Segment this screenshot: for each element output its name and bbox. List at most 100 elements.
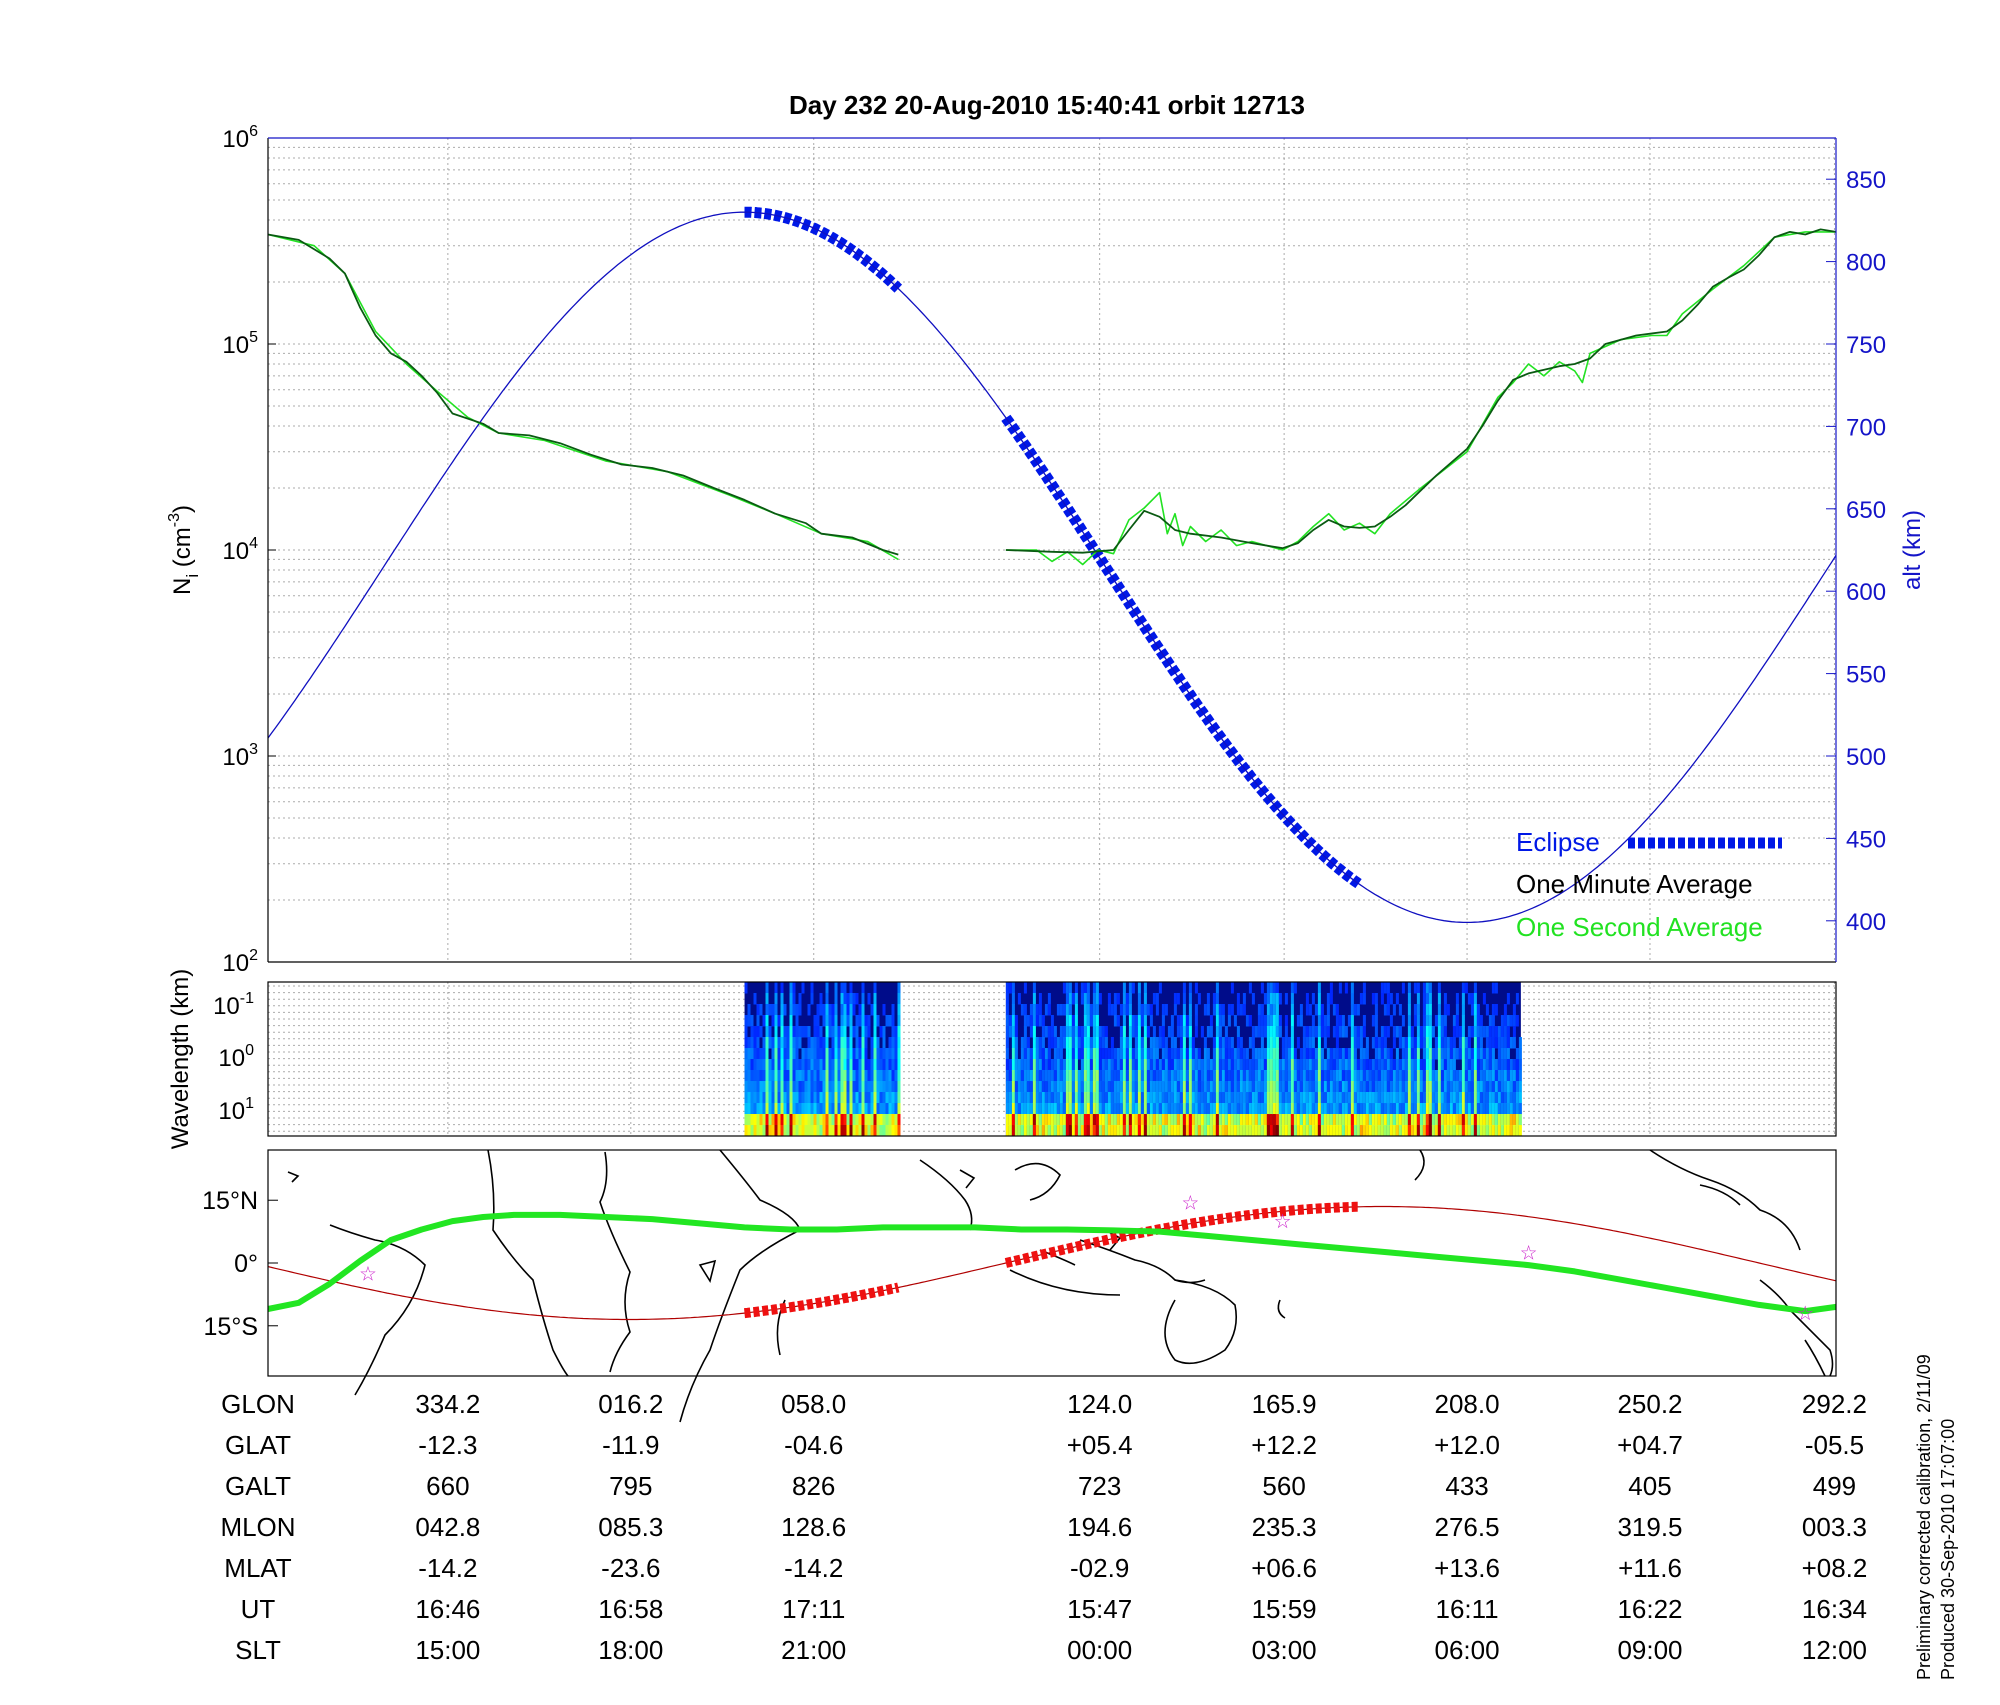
spectrogram-cell <box>1500 1114 1504 1126</box>
spectrogram-cell <box>1188 1059 1192 1071</box>
spectrogram-cell <box>873 1004 877 1016</box>
spectrogram-cell <box>795 1081 799 1093</box>
spectrogram-cell <box>1386 1070 1390 1082</box>
spectrogram-cell <box>1503 1037 1507 1049</box>
spectrogram-cell <box>885 1114 889 1126</box>
spectrogram-cell <box>852 1081 856 1093</box>
spectrogram-cell <box>1242 1114 1246 1126</box>
spectrogram-cell <box>1287 1103 1291 1115</box>
spectrogram-cell <box>864 1114 868 1126</box>
spectrogram-cell <box>1227 1092 1231 1104</box>
spectrogram-cell <box>1218 1114 1222 1126</box>
spectrogram-cell <box>1320 1070 1324 1082</box>
spectrogram-cell <box>849 1026 853 1038</box>
spectrogram-cell <box>822 1081 826 1093</box>
spectrogram-cell <box>1275 1037 1279 1049</box>
altitude-ytick-label: 650 <box>1846 497 1886 524</box>
spectrogram-cell <box>1494 1070 1498 1082</box>
spectrogram-cell <box>1266 1026 1270 1038</box>
spectrogram-cell <box>1299 1092 1303 1104</box>
spectrogram-ytick-label-base: 10 <box>218 1045 245 1072</box>
spectrogram-cell <box>834 1125 838 1137</box>
spectrogram-cell <box>1290 1081 1294 1093</box>
spectrogram-cell <box>1485 1048 1489 1060</box>
spectrogram-cell <box>1452 1048 1456 1060</box>
spectrogram-cell <box>1311 1081 1315 1093</box>
spectrogram-cell <box>1083 1103 1087 1115</box>
spectrogram-cell <box>1389 1114 1393 1126</box>
spectrogram-cell <box>882 1059 886 1071</box>
spectrogram-cell <box>1494 1059 1498 1071</box>
spectrogram-cell <box>1392 1070 1396 1082</box>
spectrogram-cell <box>834 1004 838 1016</box>
spectrogram-cell <box>1422 1004 1426 1016</box>
spectrogram-cell <box>1143 1114 1147 1126</box>
spectrogram-cell <box>1392 1037 1396 1049</box>
spectrogram-cell <box>1134 1125 1138 1137</box>
spectrogram-cell <box>1284 1125 1288 1137</box>
spectrogram-cell <box>1131 1026 1135 1038</box>
spectrogram-cell <box>1260 1015 1264 1027</box>
spectrogram-cell <box>813 1070 817 1082</box>
spectrogram-cell <box>1434 1081 1438 1093</box>
spectrogram-cell <box>1356 1070 1360 1082</box>
spectrogram-cell <box>1470 993 1474 1005</box>
spectrogram-cell <box>1422 1048 1426 1060</box>
spectrogram-cell <box>1452 1026 1456 1038</box>
spectrogram-cell <box>756 1037 760 1049</box>
spectrogram-cell <box>1350 1015 1354 1027</box>
spectrogram-cell <box>897 1103 901 1115</box>
spectrogram-cell <box>1044 1114 1048 1126</box>
spectrogram-cell <box>867 993 871 1005</box>
spectrogram-cell <box>861 1026 865 1038</box>
spectrogram-cell <box>840 1004 844 1016</box>
spectrogram-cell <box>1263 1026 1267 1038</box>
spectrogram-cell <box>759 1103 763 1115</box>
spectrogram-cell <box>1341 1070 1345 1082</box>
spectrogram-cell <box>870 1048 874 1060</box>
spectrogram-cell <box>1230 982 1234 994</box>
spectrogram-cell <box>1416 1026 1420 1038</box>
spectrogram-cell <box>1275 982 1279 994</box>
spectrogram-cell <box>819 1125 823 1137</box>
spectrogram-cell <box>1359 1037 1363 1049</box>
spectrogram-cell <box>1083 1004 1087 1016</box>
spectrogram-cell <box>783 1092 787 1104</box>
spectrogram-cell <box>747 1048 751 1060</box>
spectrogram-cell <box>1029 1081 1033 1093</box>
spectrogram-cell <box>852 1103 856 1115</box>
spectrogram-cell <box>762 1125 766 1137</box>
spectrogram-cell <box>801 982 805 994</box>
spectrogram-cell <box>1359 1070 1363 1082</box>
spectrogram-cell <box>1344 982 1348 994</box>
spectrogram-cell <box>879 1125 883 1137</box>
spectrogram-cell <box>1488 1026 1492 1038</box>
spectrogram-cell <box>1008 1125 1012 1137</box>
spectrogram-cell <box>1458 1026 1462 1038</box>
spectrogram-cell <box>876 1081 880 1093</box>
spectrogram-cell <box>1011 1004 1015 1016</box>
legend-second-label: One Second Average <box>1516 912 1763 942</box>
spectrogram-cell <box>1443 1037 1447 1049</box>
spectrogram-cell <box>1518 1059 1522 1071</box>
spectrogram-cell <box>882 1004 886 1016</box>
footer-note-line1: Preliminary corrected calibration, 2/11/… <box>1914 1354 1934 1680</box>
spectrogram-cell <box>1098 1070 1102 1082</box>
spectrogram-cell <box>1158 1125 1162 1137</box>
spectrogram-cell <box>1161 1015 1165 1027</box>
spectrogram-cell <box>1047 1037 1051 1049</box>
table-cell: 208.0 <box>1435 1389 1500 1419</box>
spectrogram-cell <box>1122 1015 1126 1027</box>
spectrogram-cell <box>804 1059 808 1071</box>
spectrogram-cell <box>1269 1070 1273 1082</box>
spectrogram-cell <box>1494 1081 1498 1093</box>
spectrogram-cell <box>1389 1070 1393 1082</box>
spectrogram-cell <box>1470 1081 1474 1093</box>
spectrogram-cell <box>1254 1048 1258 1060</box>
spectrogram-cell <box>1437 1048 1441 1060</box>
spectrogram-cell <box>1434 1092 1438 1104</box>
spectrogram-cell <box>1050 1114 1054 1126</box>
spectrogram-cell <box>1398 1103 1402 1115</box>
spectrogram-cell <box>1341 1125 1345 1137</box>
spectrogram-ytick-label-base: 10 <box>218 1098 245 1125</box>
